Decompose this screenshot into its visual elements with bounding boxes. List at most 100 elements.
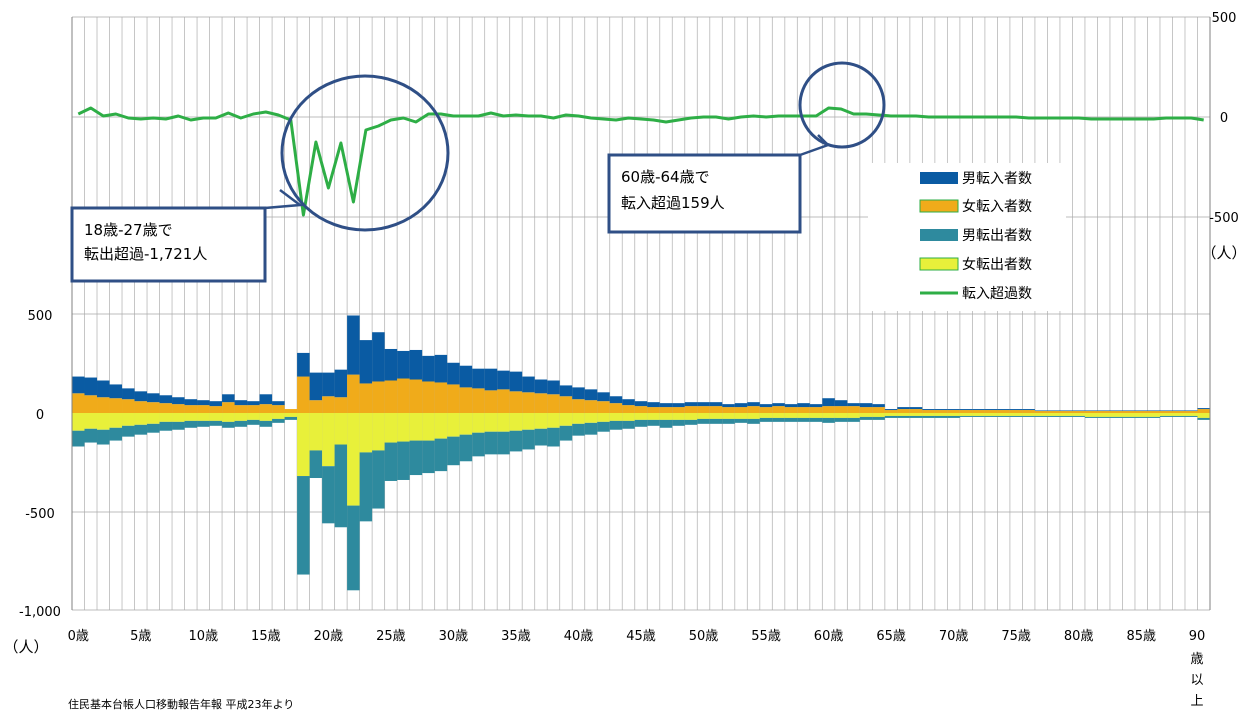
x-last-label-3: 以 xyxy=(1190,673,1203,688)
bar-male-out xyxy=(1159,415,1173,417)
bar-female-out xyxy=(247,413,260,420)
bar-male-in xyxy=(984,409,998,411)
bar-male-in xyxy=(1047,410,1060,412)
bar-female-in xyxy=(984,410,998,413)
bar-male-in xyxy=(909,407,923,410)
bar-female-in xyxy=(1034,411,1048,413)
bar-female-in xyxy=(122,399,135,413)
bar-female-out xyxy=(772,413,785,418)
bar-female-out xyxy=(222,413,235,422)
bar-male-in xyxy=(547,380,560,395)
bar-female-out xyxy=(809,413,823,418)
bar-male-out xyxy=(1034,415,1048,417)
bar-female-in xyxy=(722,407,735,413)
x-tick-label: 45歳 xyxy=(626,629,656,644)
bar-female-out xyxy=(1059,413,1073,416)
bar-male-out xyxy=(547,427,560,447)
bar-female-out xyxy=(722,413,735,419)
bar-female-in xyxy=(497,389,510,413)
bar-female-out xyxy=(872,413,885,417)
bar-female-in xyxy=(572,399,585,413)
bar-female-in xyxy=(559,396,573,413)
legend-label-male-out: 男転出者数 xyxy=(962,228,1032,244)
bar-male-in xyxy=(622,399,635,406)
top-tick-minus500: -500 xyxy=(1209,211,1239,226)
bar-male-out xyxy=(184,420,198,428)
callout-senior-line1: 60歳-64歳で xyxy=(621,168,710,186)
bar-male-in xyxy=(709,402,723,407)
bar-female-out xyxy=(697,413,710,419)
bar-female-in xyxy=(372,381,385,413)
legend-swatch-male-in xyxy=(920,172,958,184)
bar-female-out xyxy=(659,413,673,420)
bar-female-out xyxy=(259,413,273,421)
bar-male-out xyxy=(372,450,385,509)
bar-male-out xyxy=(422,440,435,474)
bar-male-in xyxy=(72,376,85,394)
bar-male-in xyxy=(672,403,685,408)
bar-male-in xyxy=(122,388,135,400)
bar-male-in xyxy=(597,392,610,402)
net-line xyxy=(77,106,1204,217)
bar-female-out xyxy=(547,413,560,428)
net-line-series xyxy=(77,106,1204,217)
bar-male-in xyxy=(784,404,798,408)
bar-male-in xyxy=(897,407,910,410)
bar-female-out xyxy=(1197,413,1210,418)
bar-female-out xyxy=(297,413,310,477)
bar-male-out xyxy=(997,415,1010,417)
x-last-label-4: 上 xyxy=(1190,694,1203,709)
bar-male-in xyxy=(1147,410,1160,412)
bar-male-out xyxy=(459,434,473,462)
bar-male-out xyxy=(947,415,960,418)
bar-female-out xyxy=(172,413,185,422)
bar-male-out xyxy=(809,417,823,422)
bar-male-in xyxy=(572,387,585,400)
bar-female-in xyxy=(459,387,473,413)
bar-female-in xyxy=(709,406,723,413)
bar-female-in xyxy=(847,406,860,413)
bar-female-out xyxy=(1122,413,1135,417)
callout-senior: 60歳-64歳で 転入超過159人 xyxy=(607,61,886,234)
bar-male-out xyxy=(1009,415,1023,417)
bar-male-in xyxy=(534,379,548,394)
bar-male-out xyxy=(572,423,585,436)
bar-male-out xyxy=(359,452,373,522)
bar-female-in xyxy=(434,382,448,413)
bar-male-in xyxy=(947,409,960,411)
legend-swatch-female-out xyxy=(919,257,959,271)
bar-female-in xyxy=(809,407,823,413)
bar-male-out xyxy=(684,419,698,425)
x-tick-label: 55歳 xyxy=(751,629,781,644)
bar-male-in xyxy=(184,399,198,406)
bar-female-out xyxy=(834,413,848,418)
bar-female-out xyxy=(459,413,473,435)
x-tick-label: 60歳 xyxy=(814,629,844,644)
bar-male-in xyxy=(922,409,935,411)
bar-female-in xyxy=(322,396,335,413)
bar-male-in xyxy=(484,368,498,391)
bar-male-out xyxy=(247,419,260,425)
bar-male-in xyxy=(397,350,410,379)
x-axis-labels: 0歳 5歳 10歳 15歳 20歳 25歳 30歳 35歳 40歳 45歳 50歳 55歳 60歳 65歳… xyxy=(68,629,1156,644)
bar-female-out xyxy=(609,413,623,421)
bar-male-in xyxy=(609,396,623,404)
bar-female-out xyxy=(959,413,973,416)
bar-male-out xyxy=(134,424,148,435)
bar-female-in xyxy=(997,410,1010,413)
bar-female-out xyxy=(434,413,448,439)
bar-male-out xyxy=(309,450,323,479)
bar-male-in xyxy=(1109,410,1123,412)
bar-female-in xyxy=(134,401,148,413)
bar-female-in xyxy=(1109,411,1123,413)
bar-male-out xyxy=(172,421,185,430)
bar-female-in xyxy=(334,397,348,413)
bar-female-out xyxy=(522,413,535,430)
x-tick-label: 50歳 xyxy=(689,629,719,644)
bar-female-in xyxy=(934,410,948,413)
bar-female-out xyxy=(509,413,523,431)
x-tick-label: 70歳 xyxy=(939,629,969,644)
bar-female-out xyxy=(922,413,935,416)
bar-female-out xyxy=(1009,413,1023,416)
bar-male-out xyxy=(1022,415,1035,417)
